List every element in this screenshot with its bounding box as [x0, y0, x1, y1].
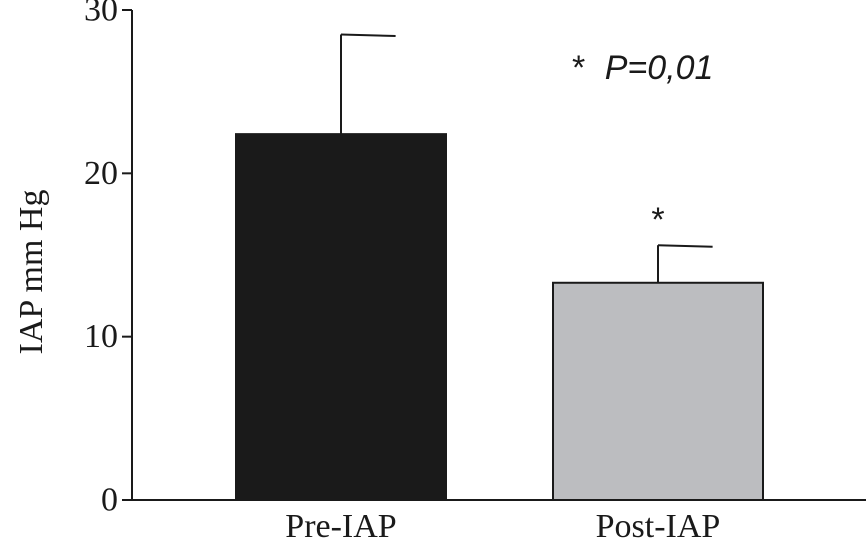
bars-group — [235, 133, 764, 501]
y-tick-label: 30 — [84, 0, 118, 29]
p-value-annotation: * P=0,01 — [572, 49, 713, 87]
significance-marks-group: * — [651, 201, 664, 239]
y-tick-label: 10 — [84, 318, 118, 355]
error-bars-group — [340, 33, 713, 283]
category-label: Post-IAP — [596, 508, 721, 543]
category-label: Pre-IAP — [285, 508, 396, 543]
annotation-text: P=0,01 — [605, 49, 714, 87]
y-ticks: 0 10 20 30 — [84, 0, 132, 519]
bar-post-iap — [552, 281, 764, 501]
y-tick-label: 0 — [101, 482, 118, 519]
error-bar-cap-post-iap — [657, 244, 713, 248]
y-tick-label: 20 — [84, 155, 118, 192]
significance-star: * — [651, 201, 664, 239]
category-labels: Pre-IAP Post-IAP — [285, 508, 720, 543]
bar-pre-iap — [235, 133, 447, 501]
y-axis-label: IAP mm Hg — [13, 190, 50, 355]
annotation-star: * — [572, 49, 585, 87]
error-bar-cap-pre-iap — [340, 33, 396, 37]
